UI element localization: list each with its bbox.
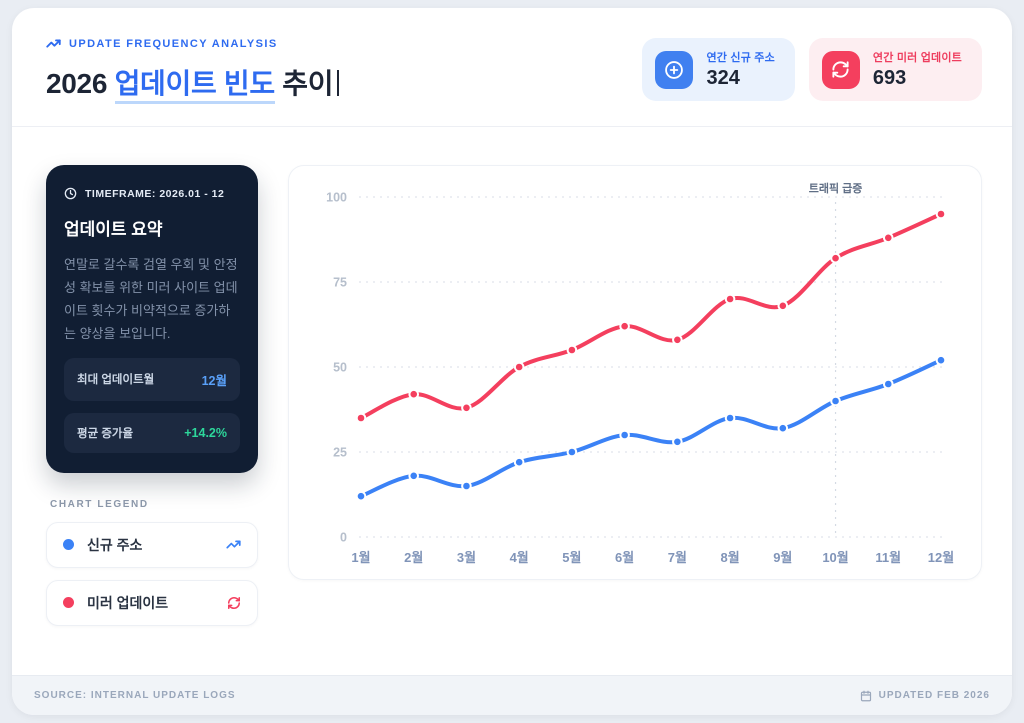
data-point — [355, 490, 367, 502]
data-point — [724, 293, 736, 305]
main-content: TIMEFRAME: 2026.01 - 12 업데이트 요약 연말로 갈수록 … — [12, 127, 1012, 675]
chart-canvas: 0 25 50 75 100 1월 2월 3월 4월 5월 6월 7월 8월 9월 10월 11월 12월 트래픽… — [326, 181, 954, 565]
header-left: UPDATE FREQUENCY ANALYSIS 2026 업데이트 빈도 추… — [46, 36, 340, 104]
x-tick-label: 12월 — [928, 550, 954, 565]
data-point — [566, 344, 578, 356]
title-caret — [337, 70, 340, 96]
legend-item-new-addresses[interactable]: 신규 주소 — [46, 521, 258, 568]
stat-text: 연간 미러 업데이트 693 — [873, 49, 962, 90]
legend-item-mirror-updates[interactable]: 미러 업데이트 — [46, 579, 258, 626]
stat-text: 연간 신규 주소 324 — [706, 49, 774, 90]
x-tick-label: 5월 — [562, 550, 581, 565]
stat-card-new-addresses: 연간 신규 주소 324 — [642, 38, 795, 101]
data-point — [830, 252, 841, 264]
summary-body: 연말로 갈수록 검열 우회 및 안정성 확보를 위한 미러 사이트 업데이트 횟… — [64, 257, 238, 342]
page-title: 2026 업데이트 빈도 추이 — [46, 62, 340, 104]
data-point — [513, 456, 525, 468]
data-point — [672, 334, 683, 346]
stat-card-mirror-updates: 연간 미러 업데이트 693 — [808, 38, 982, 101]
row-label: 평균 증가율 — [77, 427, 134, 440]
data-point — [619, 320, 630, 332]
calendar-icon — [860, 690, 872, 702]
title-highlight: 업데이트 빈도 — [114, 68, 275, 104]
summary-row-avg-growth: 평균 증가율 +14.2% — [64, 412, 240, 453]
data-point — [935, 354, 947, 366]
stat-value: 324 — [706, 67, 740, 89]
summary-heading: 업데이트 요약 — [64, 220, 163, 239]
annotation-label: 트래픽 급증 — [809, 181, 863, 195]
row-value: 12월 — [201, 373, 227, 388]
series-dot-rose — [63, 597, 74, 608]
summary-panel: TIMEFRAME: 2026.01 - 12 업데이트 요약 연말로 갈수록 … — [46, 165, 258, 473]
row-value: +14.2% — [184, 425, 227, 440]
y-tick-label: 75 — [333, 276, 347, 290]
data-point — [355, 412, 367, 424]
sidebar: TIMEFRAME: 2026.01 - 12 업데이트 요약 연말로 갈수록 … — [46, 165, 258, 626]
data-point — [672, 436, 683, 448]
data-point — [777, 300, 789, 312]
data-point — [566, 446, 578, 458]
title-prefix: 2026 — [46, 68, 115, 99]
header-stats: 연간 신규 주소 324 연간 미러 업데이트 693 — [642, 38, 982, 101]
y-tick-label: 50 — [333, 361, 347, 375]
timeframe-label: TIMEFRAME: 2026.01 - 12 — [85, 187, 225, 200]
x-tick-label: 8월 — [720, 550, 739, 565]
data-point — [882, 378, 894, 390]
summary-row-max-month: 최대 업데이트월 12월 — [64, 357, 240, 401]
stat-label: 연간 미러 업데이트 — [872, 52, 962, 64]
plus-circle-icon — [655, 50, 694, 89]
line-chart: 0 25 50 75 100 1월 2월 3월 4월 5월 6월 7월 8월 9월 10월 11월 12월 트래픽… — [288, 165, 982, 580]
clock-icon — [64, 187, 77, 200]
refresh-icon — [821, 50, 860, 89]
stat-label: 연간 신규 주소 — [706, 52, 775, 64]
footer-source: SOURCE: INTERNAL UPDATE LOGS — [34, 690, 236, 701]
data-point — [408, 388, 420, 400]
data-point — [777, 422, 789, 434]
eyebrow-label: UPDATE FREQUENCY ANALYSIS — [69, 37, 278, 50]
data-point — [830, 395, 841, 407]
x-tick-label: 7월 — [668, 550, 687, 565]
series-line-0 — [359, 358, 943, 499]
eyebrow: UPDATE FREQUENCY ANALYSIS — [46, 36, 339, 51]
legend-label: 신규 주소 — [87, 536, 143, 553]
row-label: 최대 업데이트월 — [77, 374, 155, 386]
x-tick-label: 3월 — [457, 550, 476, 565]
y-tick-label: 100 — [326, 191, 347, 205]
header: UPDATE FREQUENCY ANALYSIS 2026 업데이트 빈도 추… — [12, 8, 1012, 127]
footer: SOURCE: INTERNAL UPDATE LOGS UPDATED FEB… — [12, 675, 1012, 715]
data-point — [408, 470, 420, 482]
data-point — [461, 402, 472, 414]
dashboard-card: UPDATE FREQUENCY ANALYSIS 2026 업데이트 빈도 추… — [12, 8, 1012, 715]
timeframe-row: TIMEFRAME: 2026.01 - 12 — [64, 187, 240, 200]
stat-value: 693 — [872, 67, 907, 89]
y-tick-label: 25 — [333, 446, 347, 460]
data-point — [619, 429, 630, 441]
x-tick-label: 10월 — [822, 550, 848, 565]
x-tick-label: 6월 — [615, 550, 634, 565]
series-dot-blue — [63, 539, 74, 550]
x-tick-label: 11월 — [875, 550, 901, 565]
legend-heading: CHART LEGEND — [50, 498, 149, 510]
data-point — [461, 480, 472, 492]
y-tick-label: 0 — [340, 531, 347, 545]
data-point — [935, 208, 947, 220]
data-point — [513, 361, 525, 373]
refresh-icon — [227, 596, 241, 610]
x-tick-label: 4월 — [510, 550, 529, 565]
x-tick-label: 2월 — [404, 550, 423, 565]
x-tick-label: 9월 — [773, 550, 792, 565]
trending-up-icon — [46, 36, 61, 51]
title-suffix: 추이 — [274, 68, 334, 99]
footer-updated: UPDATED FEB 2026 — [860, 690, 990, 702]
legend-label: 미러 업데이트 — [87, 594, 169, 611]
series-line-1 — [359, 212, 943, 420]
x-tick-label: 1월 — [351, 550, 370, 565]
trending-up-icon — [226, 537, 241, 552]
data-point — [724, 412, 736, 424]
data-point — [882, 232, 894, 244]
footer-updated-label: UPDATED FEB 2026 — [878, 690, 990, 701]
